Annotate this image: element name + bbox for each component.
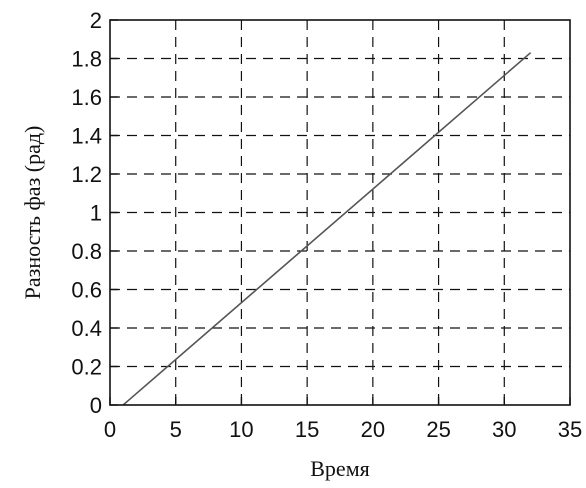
x-tick-label: 15 (295, 417, 319, 442)
y-tick-label: 0.4 (71, 316, 102, 341)
x-tick-label: 25 (426, 417, 450, 442)
series-layer (122, 52, 532, 406)
y-tick-label: 2 (90, 8, 102, 33)
y-axis-label: Разность фаз (рад) (20, 126, 45, 300)
grid (110, 20, 570, 405)
y-tick-label: 1.8 (71, 47, 102, 72)
series-line (122, 52, 532, 406)
y-tick-label: 0.8 (71, 239, 102, 264)
x-tick-label: 35 (558, 417, 582, 442)
y-tick-label: 0.2 (71, 355, 102, 380)
y-tick-label: 1 (90, 201, 102, 226)
ticks: 0 5 10 15 20 25 30 35 0 0.2 0.4 0.6 0.8 1 1.2 1.4 1.6 1.8… (71, 8, 582, 442)
x-tick-label: 20 (361, 417, 385, 442)
y-tick-label: 1.2 (71, 162, 102, 187)
y-tick-label: 1.4 (71, 124, 102, 149)
x-tick-label: 10 (229, 417, 253, 442)
x-tick-label: 5 (170, 417, 182, 442)
y-tick-label: 0.6 (71, 278, 102, 303)
x-tick-label: 0 (104, 417, 116, 442)
x-tick-label: 30 (492, 417, 516, 442)
x-axis-label: Время (310, 456, 369, 481)
y-tick-label: 0 (90, 393, 102, 418)
y-tick-label: 1.6 (71, 85, 102, 110)
